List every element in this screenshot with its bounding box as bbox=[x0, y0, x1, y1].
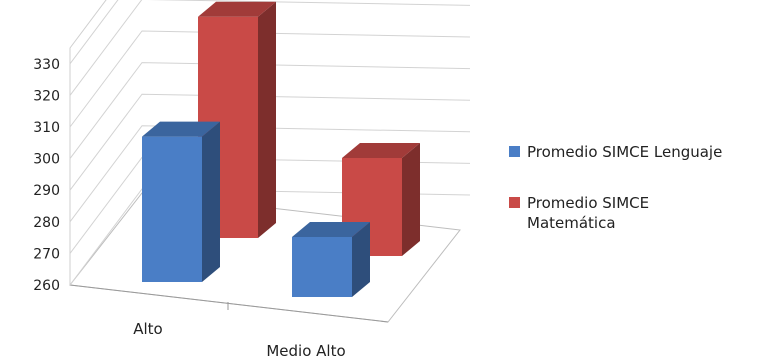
bar-front bbox=[292, 236, 352, 297]
legend-swatch bbox=[509, 146, 520, 157]
bar-medio-alto-series-0 bbox=[292, 221, 370, 297]
bar-side bbox=[352, 221, 370, 297]
y-tick-label: 270 bbox=[33, 246, 60, 262]
gridline-310 bbox=[69, 30, 471, 128]
y-tick-label: 310 bbox=[33, 120, 60, 136]
x-axis-categories: Alto Medio Alto bbox=[133, 320, 345, 360]
y-axis-ticks: 260 270 280 290 300 310 320 330 bbox=[33, 57, 60, 294]
y-tick-label: 260 bbox=[33, 278, 60, 294]
x-category-label: Medio Alto bbox=[266, 342, 345, 360]
legend-swatch bbox=[509, 197, 520, 208]
gridline-300 bbox=[69, 62, 471, 159]
legend-item-1: Promedio SIMCE Matemática bbox=[509, 194, 649, 232]
legend-item-0: Promedio SIMCE Lenguaje bbox=[509, 143, 722, 161]
y-tick-label: 320 bbox=[33, 88, 60, 104]
y-tick-label: 300 bbox=[33, 152, 60, 168]
gridline-330 bbox=[69, 0, 119, 65]
y-tick-label: 290 bbox=[33, 183, 60, 199]
legend: Promedio SIMCE Lenguaje Promedio SIMCE Mat… bbox=[509, 143, 722, 232]
bar-side bbox=[202, 121, 220, 282]
gridline-280 bbox=[69, 125, 471, 223]
bar-top bbox=[292, 221, 370, 237]
bar-side bbox=[402, 143, 420, 256]
bar-side bbox=[258, 1, 276, 238]
bar-top bbox=[342, 143, 420, 159]
legend-label: Promedio SIMCE Lenguaje bbox=[527, 143, 722, 161]
chart-walls bbox=[69, 0, 461, 323]
x-axis-line bbox=[69, 284, 389, 323]
bar-alto-series-0 bbox=[142, 121, 220, 282]
gridline-320 bbox=[69, 0, 471, 96]
bar-top bbox=[142, 121, 220, 137]
x-category-label: Alto bbox=[133, 320, 163, 338]
bars bbox=[142, 1, 420, 297]
gridline-290 bbox=[69, 93, 471, 191]
left-wall bbox=[69, 0, 107, 285]
y-tick-label: 280 bbox=[33, 215, 60, 231]
bar-front bbox=[142, 136, 202, 282]
legend-label: Promedio SIMCE Matemática bbox=[527, 194, 649, 232]
bar-top bbox=[198, 1, 276, 17]
y-tick-label: 330 bbox=[33, 57, 60, 73]
